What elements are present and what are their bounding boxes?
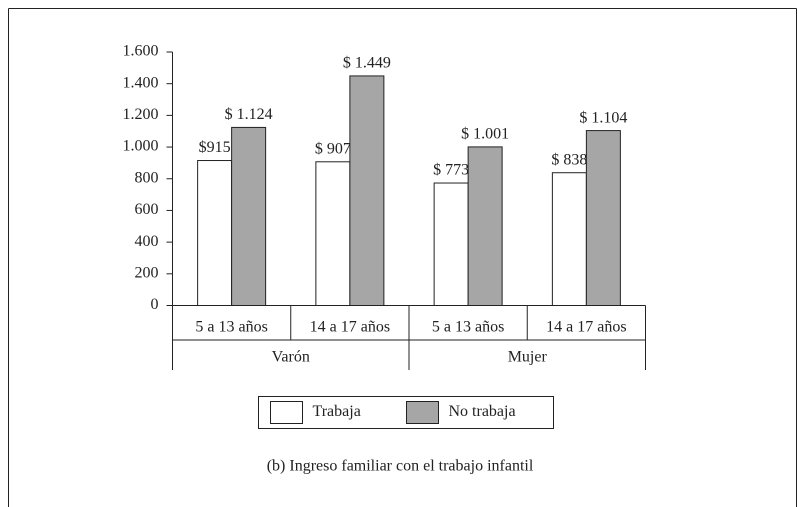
bar [197,160,233,306]
x-tick-label: 5 a 13 años [195,319,267,336]
bar [467,146,503,306]
y-tick-label: 1.400 [123,74,159,91]
value-label: $ 907 [315,140,351,157]
y-tick-label: 1.000 [123,138,159,155]
y-tick-label: 200 [135,264,159,281]
value-label: $ 1.124 [225,106,273,123]
x-tick-label: 5 a 13 años [432,319,504,336]
bar [433,182,469,307]
x-tick-label: 14 a 17 años [546,319,626,336]
legend-label: Trabaja [313,403,361,420]
y-tick-label: 800 [135,169,159,186]
caption: (b) Ingreso familiar con el trabajo infa… [267,458,534,475]
value-label: $ 838 [551,151,587,168]
legend-label: No trabaja [449,403,516,420]
value-label: $ 773 [433,162,469,179]
legend-box [258,396,554,429]
y-tick-label: 1.200 [123,106,159,123]
bar [349,75,385,307]
value-label: $ 1.104 [579,109,627,126]
x-tick-label: 14 a 17 años [310,319,390,336]
value-label: $ 1.449 [343,55,391,72]
value-label: $ 1.001 [461,126,509,143]
bar [551,172,587,306]
bar [315,161,351,306]
legend-swatch [406,401,439,424]
legend-swatch [270,401,303,424]
y-tick-label: 400 [135,233,159,250]
value-label: $915 [199,139,231,156]
group-label: Mujer [508,349,548,366]
y-tick-label: 600 [135,201,159,218]
bar [585,130,621,306]
group-label: Varón [272,349,310,366]
y-tick-label: 0 [151,296,159,313]
bar [231,126,267,307]
y-tick-label: 1.600 [123,43,159,60]
